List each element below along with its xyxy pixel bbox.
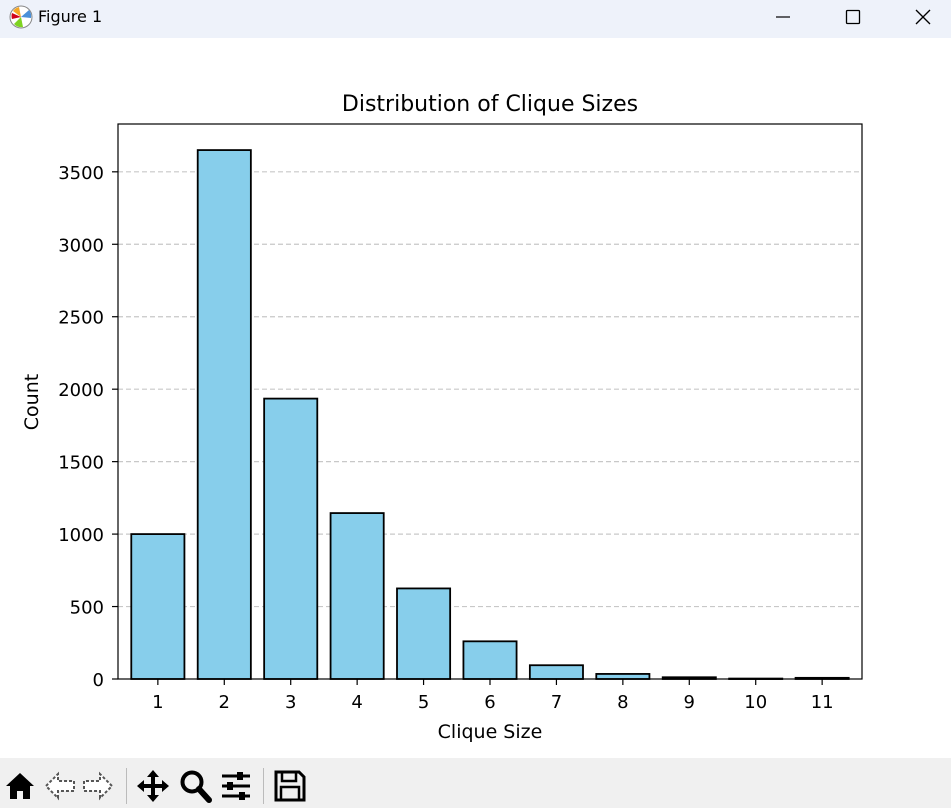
maximize-button[interactable] bbox=[830, 0, 876, 33]
x-tick-label: 2 bbox=[219, 692, 230, 713]
bar-clique-size-4 bbox=[329, 512, 385, 680]
close-button[interactable] bbox=[900, 0, 946, 33]
y-tick-label: 0 bbox=[93, 670, 104, 691]
y-tick-label: 500 bbox=[70, 598, 104, 619]
forward-button[interactable] bbox=[80, 768, 116, 804]
x-tick-label: 9 bbox=[684, 692, 695, 713]
x-tick-label: 4 bbox=[351, 692, 362, 713]
y-tick-label: 2500 bbox=[58, 308, 104, 329]
matplotlib-logo-icon bbox=[9, 5, 33, 29]
x-tick-label: 7 bbox=[551, 692, 562, 713]
forward-icon bbox=[83, 771, 114, 801]
pan-button[interactable] bbox=[135, 768, 171, 804]
configure-subplots-icon bbox=[222, 772, 250, 800]
save-button[interactable] bbox=[272, 768, 308, 804]
pan-icon bbox=[137, 770, 169, 802]
zoom-icon bbox=[180, 770, 212, 803]
back-icon bbox=[44, 771, 75, 801]
x-tick-label: 3 bbox=[285, 692, 296, 713]
figure-canvas[interactable]: 0 500 1000 1500 2000 2500 3000 3500 1 2 3 4 5 6 7 8 9 10 1… bbox=[0, 38, 951, 758]
x-tick-label: 8 bbox=[617, 692, 628, 713]
y-axis-label: Count bbox=[21, 374, 43, 430]
x-tick-label: 6 bbox=[484, 692, 495, 713]
x-tick-label: 1 bbox=[152, 692, 163, 713]
bar-clique-size-2 bbox=[196, 149, 252, 680]
bar-clique-size-3 bbox=[263, 397, 319, 680]
window-titlebar: Figure 1 bbox=[0, 0, 951, 38]
bar-clique-size-6 bbox=[462, 640, 518, 680]
home-button[interactable] bbox=[2, 768, 38, 804]
x-tick-label: 5 bbox=[418, 692, 429, 713]
save-icon bbox=[274, 770, 306, 802]
x-tick-label: 10 bbox=[744, 692, 767, 713]
y-tick-label: 1000 bbox=[58, 525, 104, 546]
bar-clique-size-8 bbox=[595, 673, 651, 680]
navigation-toolbar bbox=[0, 758, 951, 808]
window-title: Figure 1 bbox=[38, 7, 103, 26]
minimize-button[interactable] bbox=[760, 0, 806, 33]
y-tick-label: 1500 bbox=[58, 453, 104, 474]
configure-subplots-button[interactable] bbox=[218, 768, 254, 804]
y-tick-label: 3500 bbox=[58, 163, 104, 184]
y-tick-label: 3000 bbox=[58, 235, 104, 256]
maximize-icon bbox=[845, 9, 861, 24]
minimize-icon bbox=[776, 15, 790, 18]
chart-title: Distribution of Clique Sizes bbox=[342, 92, 638, 117]
home-icon bbox=[6, 773, 34, 799]
zoom-button[interactable] bbox=[177, 768, 213, 804]
bar-clique-size-7 bbox=[528, 664, 584, 680]
x-tick-label: 11 bbox=[811, 692, 834, 713]
back-button[interactable] bbox=[42, 768, 78, 804]
toolbar-separator bbox=[263, 768, 264, 804]
bar-chart: 0 500 1000 1500 2000 2500 3000 3500 1 2 3 4 5 6 7 8 9 10 1… bbox=[21, 92, 863, 743]
toolbar-separator bbox=[126, 768, 127, 804]
y-tick-label: 2000 bbox=[58, 380, 104, 401]
bar-clique-size-1 bbox=[130, 533, 186, 680]
bar-clique-size-5 bbox=[396, 587, 452, 680]
close-icon bbox=[915, 9, 931, 24]
x-axis-label: Clique Size bbox=[438, 721, 543, 743]
